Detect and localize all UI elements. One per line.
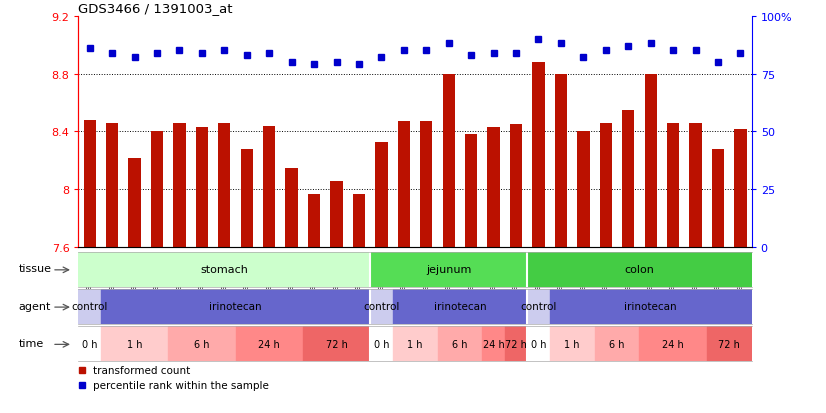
Bar — [286, 168, 298, 248]
Bar — [128, 158, 140, 248]
Bar — [392, 289, 527, 324]
Bar — [392, 326, 438, 361]
Text: stomach: stomach — [201, 264, 249, 275]
Bar — [555, 74, 567, 248]
Bar — [235, 326, 303, 361]
Bar — [173, 123, 186, 248]
Text: GDS3466 / 1391003_at: GDS3466 / 1391003_at — [78, 2, 233, 15]
Bar — [550, 289, 752, 324]
Bar — [644, 74, 657, 248]
Text: 1 h: 1 h — [564, 339, 580, 349]
Bar — [465, 135, 477, 248]
Bar — [527, 326, 550, 361]
Text: time: time — [19, 338, 44, 348]
Bar — [78, 289, 101, 324]
Bar — [101, 326, 169, 361]
Bar — [595, 326, 639, 361]
Bar — [707, 326, 752, 361]
Bar — [330, 181, 343, 248]
Bar — [482, 326, 505, 361]
Bar — [308, 194, 320, 248]
Text: transformed count: transformed count — [93, 365, 190, 375]
Bar — [83, 121, 96, 248]
Bar — [734, 129, 747, 248]
Text: irinotecan: irinotecan — [434, 301, 487, 312]
Bar — [101, 289, 370, 324]
Text: 24 h: 24 h — [662, 339, 684, 349]
Text: 6 h: 6 h — [194, 339, 210, 349]
Text: 24 h: 24 h — [482, 339, 505, 349]
Text: 1 h: 1 h — [127, 339, 142, 349]
Text: control: control — [363, 301, 400, 312]
Bar — [420, 122, 433, 248]
Bar — [353, 194, 365, 248]
Bar — [106, 123, 118, 248]
Bar — [527, 289, 550, 324]
Bar — [690, 123, 702, 248]
Bar — [78, 252, 370, 287]
Bar — [438, 326, 482, 361]
Bar — [218, 123, 230, 248]
Text: irinotecan: irinotecan — [624, 301, 677, 312]
Text: jejunum: jejunum — [426, 264, 472, 275]
Text: 0 h: 0 h — [531, 339, 546, 349]
Text: irinotecan: irinotecan — [209, 301, 262, 312]
Text: 6 h: 6 h — [452, 339, 468, 349]
Bar — [505, 326, 527, 361]
Bar — [78, 326, 101, 361]
Text: 72 h: 72 h — [325, 339, 348, 349]
Text: control: control — [72, 301, 108, 312]
Bar — [639, 326, 707, 361]
Text: 1 h: 1 h — [407, 339, 423, 349]
Bar — [622, 110, 634, 248]
Bar — [527, 252, 752, 287]
Text: tissue: tissue — [19, 264, 51, 274]
Text: percentile rank within the sample: percentile rank within the sample — [93, 380, 268, 390]
Text: colon: colon — [624, 264, 654, 275]
Bar — [169, 326, 235, 361]
Bar — [240, 150, 253, 248]
Bar — [370, 289, 392, 324]
Bar — [510, 125, 522, 248]
Text: 6 h: 6 h — [610, 339, 624, 349]
Bar — [397, 122, 410, 248]
Bar — [196, 128, 208, 248]
Bar — [303, 326, 370, 361]
Text: control: control — [520, 301, 557, 312]
Bar — [712, 150, 724, 248]
Bar — [151, 132, 164, 248]
Text: 24 h: 24 h — [259, 339, 280, 349]
Bar — [370, 252, 527, 287]
Bar — [577, 132, 590, 248]
Text: agent: agent — [19, 301, 51, 311]
Text: 0 h: 0 h — [373, 339, 389, 349]
Bar — [532, 63, 544, 248]
Text: 72 h: 72 h — [506, 339, 527, 349]
Bar — [263, 126, 275, 248]
Text: 0 h: 0 h — [82, 339, 97, 349]
Bar — [550, 326, 595, 361]
Bar — [600, 123, 612, 248]
Bar — [443, 74, 455, 248]
Bar — [370, 326, 392, 361]
Text: 72 h: 72 h — [719, 339, 740, 349]
Bar — [667, 123, 679, 248]
Bar — [487, 128, 500, 248]
Bar — [375, 142, 387, 248]
